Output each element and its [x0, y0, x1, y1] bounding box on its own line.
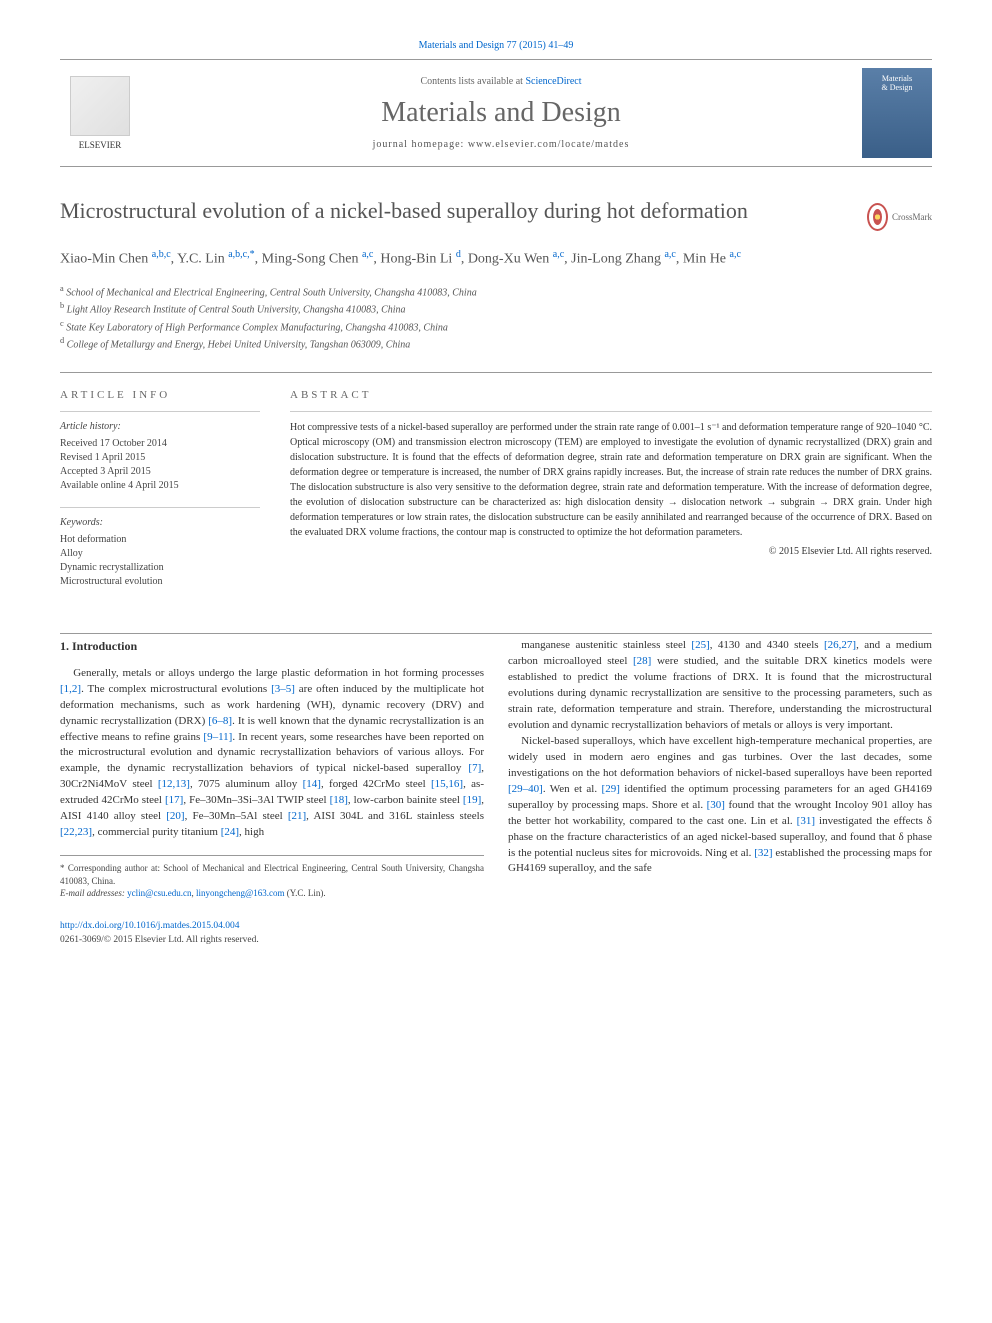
title-row: Microstructural evolution of a nickel-ba…: [60, 197, 932, 237]
affiliation-c: c State Key Laboratory of High Performan…: [60, 318, 932, 335]
affiliation-b: b Light Alloy Research Institute of Cent…: [60, 300, 932, 317]
homepage-url[interactable]: www.elsevier.com/locate/matdes: [468, 139, 630, 150]
email-label: E-mail addresses:: [60, 888, 127, 898]
homepage-label: journal homepage:: [373, 139, 468, 150]
email-link-1[interactable]: yclin@csu.edu.cn: [127, 888, 191, 898]
journal-center: Contents lists available at ScienceDirec…: [140, 76, 862, 150]
history-label: Article history:: [60, 420, 260, 434]
keyword-item: Hot deformation: [60, 533, 260, 547]
intro-paragraph-3: Nickel-based superalloys, which have exc…: [508, 734, 932, 877]
received-date: Received 17 October 2014: [60, 437, 260, 451]
online-date: Available online 4 April 2015: [60, 479, 260, 493]
revised-date: Revised 1 April 2015: [60, 451, 260, 465]
intro-paragraph-1: Generally, metals or alloys undergo the …: [60, 666, 484, 841]
contents-line: Contents lists available at ScienceDirec…: [140, 76, 862, 87]
abstract-text: Hot compressive tests of a nickel-based …: [290, 411, 932, 540]
sciencedirect-link[interactable]: ScienceDirect: [525, 76, 581, 87]
left-column: 1. Introduction Generally, metals or all…: [60, 638, 484, 947]
corr-author-note: * Corresponding author at: School of Mec…: [60, 862, 484, 887]
crossmark-icon: [867, 203, 888, 231]
email-author-name: (Y.C. Lin).: [284, 888, 325, 898]
email-link-2[interactable]: linyongcheng@163.com: [196, 888, 285, 898]
affiliation-a: a School of Mechanical and Electrical En…: [60, 283, 932, 300]
body-columns: 1. Introduction Generally, metals or all…: [60, 638, 932, 947]
keywords-label: Keywords:: [60, 516, 260, 530]
article-info-header: article info: [60, 389, 260, 401]
journal-homepage: journal homepage: www.elsevier.com/locat…: [140, 139, 862, 150]
article-title: Microstructural evolution of a nickel-ba…: [60, 197, 867, 226]
page-container: Materials and Design 77 (2015) 41–49 ELS…: [0, 0, 992, 987]
abstract-copyright: © 2015 Elsevier Ltd. All rights reserved…: [290, 546, 932, 557]
contents-prefix: Contents lists available at: [420, 76, 525, 87]
keyword-item: Alloy: [60, 547, 260, 561]
doi-link[interactable]: http://dx.doi.org/10.1016/j.matdes.2015.…: [60, 921, 240, 931]
article-info-col: article info Article history: Received 1…: [60, 389, 260, 603]
abstract-header: abstract: [290, 389, 932, 401]
affiliation-d: d College of Metallurgy and Energy, Hebe…: [60, 335, 932, 352]
email-line: E-mail addresses: yclin@csu.edu.cn, liny…: [60, 887, 484, 900]
citation-header: Materials and Design 77 (2015) 41–49: [60, 40, 932, 51]
elsevier-logo[interactable]: ELSEVIER: [60, 68, 140, 158]
keyword-item: Dynamic recrystallization: [60, 561, 260, 575]
intro-heading: 1. Introduction: [60, 638, 484, 655]
corresponding-footnote: * Corresponding author at: School of Mec…: [60, 855, 484, 900]
doi-block: http://dx.doi.org/10.1016/j.matdes.2015.…: [60, 920, 484, 948]
issn-copyright: 0261-3069/© 2015 Elsevier Ltd. All right…: [60, 934, 484, 948]
abstract-col: abstract Hot compressive tests of a nick…: [290, 389, 932, 603]
accepted-date: Accepted 3 April 2015: [60, 465, 260, 479]
article-history: Article history: Received 17 October 201…: [60, 411, 260, 493]
elsevier-tree-icon: [70, 76, 130, 136]
keywords-block: Keywords: Hot deformation Alloy Dynamic …: [60, 507, 260, 589]
cover-line-2: & Design: [882, 83, 913, 92]
journal-cover-thumbnail[interactable]: Materials & Design: [862, 68, 932, 158]
info-abstract-row: article info Article history: Received 1…: [60, 372, 932, 603]
journal-header: ELSEVIER Contents lists available at Sci…: [60, 59, 932, 167]
publisher-name: ELSEVIER: [79, 140, 122, 150]
journal-name: Materials and Design: [140, 97, 862, 129]
citation-link[interactable]: Materials and Design 77 (2015) 41–49: [419, 40, 574, 51]
cover-line-1: Materials: [882, 74, 912, 83]
right-column: manganese austenitic stainless steel [25…: [508, 638, 932, 947]
crossmark-badge[interactable]: CrossMark: [867, 197, 932, 237]
section-divider: [60, 633, 932, 634]
crossmark-label: CrossMark: [892, 212, 932, 222]
intro-paragraph-2: manganese austenitic stainless steel [25…: [508, 638, 932, 734]
authors-line: Xiao-Min Chen a,b,c, Y.C. Lin a,b,c,*, M…: [60, 247, 932, 271]
affiliations: a School of Mechanical and Electrical En…: [60, 283, 932, 352]
keyword-item: Microstructural evolution: [60, 575, 260, 589]
